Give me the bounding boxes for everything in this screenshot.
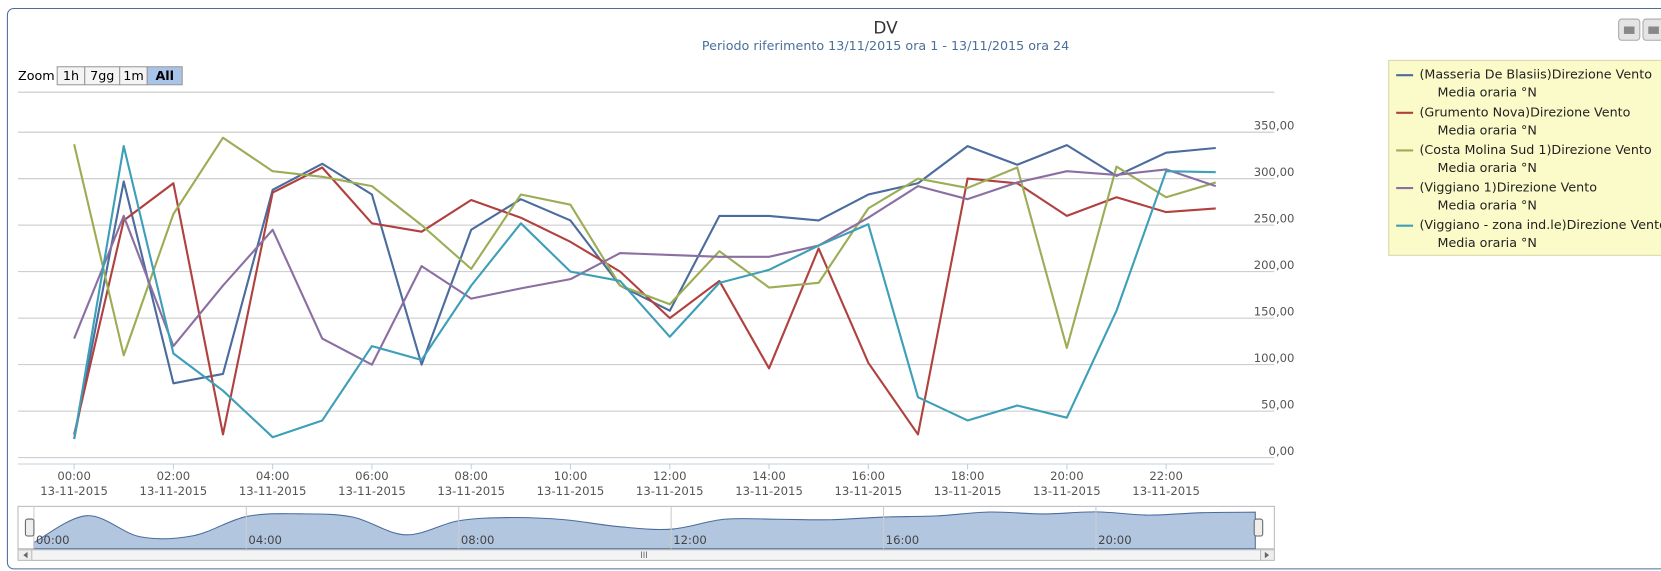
- scrollbar-arrow-right[interactable]: [1264, 551, 1270, 559]
- legend-label[interactable]: (Grumento Nova)Direzione Vento: [1419, 104, 1630, 119]
- navigator-tick-label: 00:00: [36, 533, 70, 547]
- zoom-button-label[interactable]: All: [155, 68, 174, 83]
- chart-title: DV: [873, 18, 898, 38]
- legend-label[interactable]: (Costa Molina Sud 1)Direzione Vento: [1419, 142, 1651, 157]
- navigator-area: [33, 511, 1256, 550]
- series-line: [73, 145, 1216, 440]
- legend-unit[interactable]: Media oraria °N: [1437, 122, 1536, 137]
- x-tick-label: 08:00: [454, 469, 488, 483]
- legend: (Masseria De Blasiis)Direzione Vento Medi…: [1388, 59, 1661, 256]
- series-line: [73, 136, 1217, 357]
- scrollbar-arrow-left[interactable]: [23, 551, 28, 559]
- x-tick-date: 13-11-2015: [1033, 484, 1101, 498]
- navigator-handle-left[interactable]: [24, 518, 35, 537]
- x-tick-date: 13-11-2015: [636, 484, 704, 498]
- x-tick-date: 13-11-2015: [40, 484, 108, 498]
- legend-label[interactable]: (Viggiano 1)Direzione Vento: [1419, 180, 1597, 195]
- legend-unit[interactable]: Media oraria °N: [1437, 235, 1536, 250]
- y-tick-label: 50,00: [1261, 397, 1294, 411]
- x-tick-date: 13-11-2015: [437, 484, 505, 498]
- legend-unit[interactable]: Media oraria °N: [1437, 85, 1536, 100]
- zoom-buttons: 1h 7gg 1m All: [56, 66, 183, 86]
- x-tick-label: 04:00: [256, 469, 290, 483]
- navigator-tick-label: 20:00: [1098, 533, 1132, 547]
- series-line: [73, 168, 1217, 366]
- x-tick-label: 18:00: [951, 469, 985, 483]
- x-axis: 00:0013-11-201502:0013-11-201504:0013-11…: [18, 463, 1275, 498]
- scrollbar-grip[interactable]: III: [640, 550, 648, 560]
- y-tick-label: 200,00: [1254, 258, 1295, 272]
- legend-box: [1388, 59, 1661, 256]
- series-lines: [73, 136, 1217, 440]
- navigator-handle-right[interactable]: [1253, 518, 1264, 537]
- chart-frame: [6, 7, 1661, 570]
- x-tick-date: 13-11-2015: [834, 484, 902, 498]
- x-tick-label: 12:00: [653, 469, 687, 483]
- series-line: [73, 144, 1216, 440]
- y-tick-label: 250,00: [1254, 211, 1295, 225]
- zoom-button-label[interactable]: 1m: [123, 68, 143, 83]
- grid: 0,00 50,00 100,00 150,00 200,00 250,00 300,00 3…: [18, 91, 1295, 459]
- zoom-button-label[interactable]: 7gg: [90, 68, 114, 83]
- navigator: 00:00 04:00 08:00 12:00 16:00 20:00 III: [17, 505, 1275, 561]
- x-tick-date: 13-11-2015: [934, 484, 1002, 498]
- legend-unit[interactable]: Media oraria °N: [1437, 198, 1536, 213]
- x-tick-date: 13-11-2015: [140, 484, 208, 498]
- x-tick-date: 13-11-2015: [1132, 484, 1200, 498]
- zoom-label: Zoom: [18, 68, 55, 83]
- navigator-tick-label: 04:00: [248, 533, 282, 547]
- navigator-tick-label: 08:00: [461, 533, 495, 547]
- x-tick-label: 16:00: [852, 469, 886, 483]
- export-buttons[interactable]: [1618, 18, 1661, 41]
- x-tick-date: 13-11-2015: [537, 484, 605, 498]
- zoom-button-label[interactable]: 1h: [63, 68, 79, 83]
- y-tick-label: 300,00: [1254, 165, 1295, 179]
- navigator-tick-label: 12:00: [673, 533, 707, 547]
- x-tick-label: 06:00: [355, 469, 389, 483]
- print-icon: [1623, 26, 1635, 34]
- y-tick-label: 350,00: [1254, 118, 1295, 132]
- legend-label[interactable]: (Masseria De Blasiis)Direzione Vento: [1419, 67, 1652, 82]
- legend-label[interactable]: (Viggiano - zona ind.le)Direzione Vento: [1419, 217, 1661, 232]
- chart-subtitle: Periodo riferimento 13/11/2015 ora 1 - 1…: [702, 38, 1069, 53]
- x-tick-label: 22:00: [1149, 469, 1183, 483]
- x-tick-label: 00:00: [57, 469, 91, 483]
- x-tick-label: 10:00: [554, 469, 588, 483]
- x-tick-label: 02:00: [157, 469, 191, 483]
- scrollbar-thumb[interactable]: [31, 549, 1262, 561]
- x-tick-label: 14:00: [752, 469, 786, 483]
- x-tick-date: 13-11-2015: [239, 484, 307, 498]
- y-tick-label: 150,00: [1254, 304, 1295, 318]
- x-tick-date: 13-11-2015: [338, 484, 406, 498]
- navigator-tick-label: 16:00: [886, 533, 920, 547]
- legend-unit[interactable]: Media oraria °N: [1437, 160, 1536, 175]
- y-tick-label: 0,00: [1269, 444, 1295, 458]
- export-icon: [1648, 26, 1659, 34]
- y-tick-label: 100,00: [1254, 351, 1295, 365]
- x-tick-label: 20:00: [1050, 469, 1084, 483]
- zoom-button[interactable]: [146, 66, 183, 86]
- x-tick-date: 13-11-2015: [735, 484, 803, 498]
